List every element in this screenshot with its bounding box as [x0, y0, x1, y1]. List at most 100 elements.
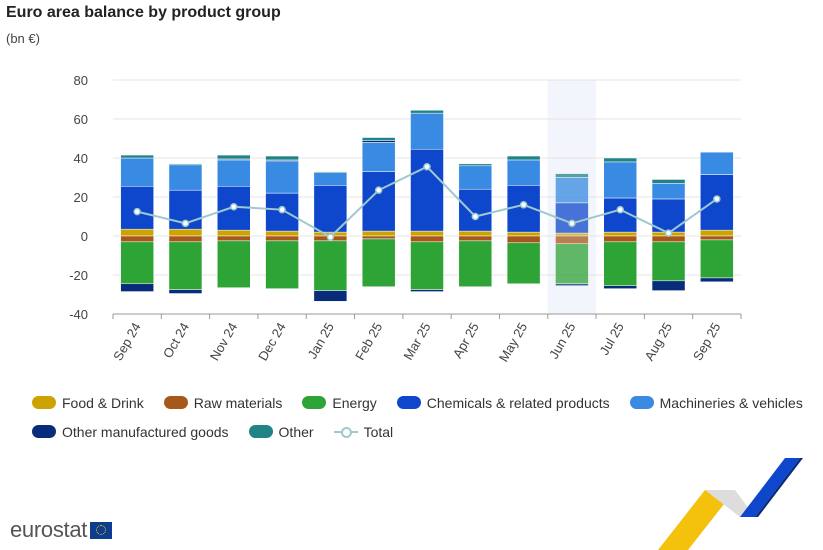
legend-item[interactable]: Machineries & vehicles — [629, 395, 803, 411]
bar-segment — [700, 229, 734, 237]
bar-segment — [313, 172, 348, 186]
x-tick-label: Jan 25 — [304, 320, 337, 361]
bar-segment — [120, 283, 154, 292]
legend-label: Other — [278, 423, 314, 440]
blue-stripe — [740, 458, 800, 517]
total-point — [230, 203, 238, 211]
bar-segment — [410, 112, 444, 150]
bar-segment — [603, 231, 637, 237]
bar-segment — [361, 142, 396, 172]
bar-segment — [361, 230, 396, 237]
bar-segment — [555, 283, 589, 286]
total-point — [713, 195, 721, 203]
total-point — [616, 205, 624, 214]
bar-segment — [603, 157, 637, 163]
total-point — [374, 186, 383, 194]
bar-segment — [217, 154, 251, 160]
x-tick-label: Jun 25 — [546, 320, 579, 361]
y-tick-label: 20 — [74, 190, 88, 205]
bar-segment — [555, 173, 589, 178]
bar-segment — [120, 154, 154, 159]
bar-segment — [168, 235, 203, 243]
x-tick-label: Feb 25 — [352, 320, 385, 363]
bar-segment — [313, 171, 348, 173]
total-point — [664, 229, 673, 237]
bar-segment — [603, 161, 637, 199]
bar-segment — [555, 235, 589, 245]
bar-segment — [506, 235, 541, 244]
total-point — [471, 212, 480, 221]
total-point — [278, 205, 286, 214]
bar-segment — [120, 157, 154, 187]
blue-stripe-edge — [755, 458, 803, 517]
legend-label: Total — [363, 423, 394, 440]
yellow-stripe — [658, 490, 735, 550]
bar-segment — [555, 202, 589, 234]
bar-segment — [361, 140, 396, 143]
bar-segment — [555, 243, 589, 285]
bar-segment — [361, 137, 396, 141]
bar-segment — [458, 230, 493, 237]
bar-segment — [410, 148, 444, 232]
bar-segment — [168, 241, 203, 290]
legend-item[interactable]: Energy — [302, 395, 377, 411]
total-point — [181, 219, 190, 228]
bar-segment — [120, 228, 154, 237]
legend-item[interactable]: Total — [333, 423, 394, 440]
bar-segment — [410, 235, 444, 243]
legend-swatch — [163, 396, 188, 409]
legend-swatch — [333, 425, 358, 439]
legend-swatch — [32, 396, 56, 409]
bar-segment — [361, 235, 396, 240]
bar-segment — [506, 155, 541, 161]
bar-segment — [603, 285, 637, 289]
chart: -40 -20 0 20 40 60 80 Sep 24 Oct 24 Nov 24 Dec 24 J… — [69, 73, 742, 364]
bar-segment — [651, 183, 686, 200]
legend-item[interactable]: Food & Drink — [32, 395, 144, 411]
bar-segment — [217, 229, 251, 237]
legend-swatch — [248, 425, 273, 438]
bar-segment — [651, 235, 686, 243]
bar-segment — [217, 235, 251, 242]
legend: Food & Drink Raw materials Energy Chemicals… — [32, 388, 812, 446]
total-point — [133, 207, 141, 216]
bar-segment — [361, 238, 396, 287]
bar-segment — [506, 159, 541, 186]
bar-segment — [410, 289, 444, 292]
bar-segment — [410, 230, 444, 237]
legend-swatch — [396, 396, 421, 409]
eurostat-decoration — [658, 458, 803, 550]
total-point — [326, 233, 335, 241]
bar-segment — [458, 163, 493, 167]
x-tick-label: Aug 25 — [642, 320, 676, 363]
x-tick-label: Oct 24 — [160, 320, 192, 361]
bar-segment — [120, 186, 154, 230]
total-point — [568, 219, 576, 228]
eu-flag-icon — [90, 521, 113, 539]
legend-item[interactable]: Other — [248, 423, 314, 440]
bar-segment — [265, 230, 299, 237]
bar-segment — [555, 177, 589, 204]
legend-item[interactable]: Chemicals & related products — [396, 394, 610, 411]
bar-segment — [458, 240, 493, 287]
bar-segment — [700, 151, 734, 175]
y-tick-label: -20 — [69, 268, 88, 283]
bar-segment — [458, 235, 493, 242]
x-tick-label: Dec 24 — [255, 320, 289, 363]
legend-label: Food & Drink — [62, 394, 144, 411]
page-title: Euro area balance by product group — [6, 4, 281, 21]
legend-item[interactable]: Raw materials — [163, 395, 282, 411]
x-tick-label: Apr 25 — [450, 320, 482, 361]
legend-swatch — [302, 396, 327, 409]
bar-segment — [217, 240, 251, 288]
bar-segment — [410, 109, 444, 114]
legend-label: Chemicals & related products — [426, 394, 610, 411]
x-tick-label: May 25 — [496, 320, 530, 364]
y-tick-label: 0 — [81, 229, 88, 244]
legend-label: Other manufactured goods — [62, 423, 229, 440]
legend-swatch — [629, 396, 654, 409]
x-tick-label: Mar 25 — [400, 320, 433, 363]
y-tick-label: 40 — [74, 151, 88, 166]
legend-item[interactable]: Other manufactured goods — [32, 424, 229, 440]
x-tick-label: Sep 25 — [690, 320, 724, 363]
